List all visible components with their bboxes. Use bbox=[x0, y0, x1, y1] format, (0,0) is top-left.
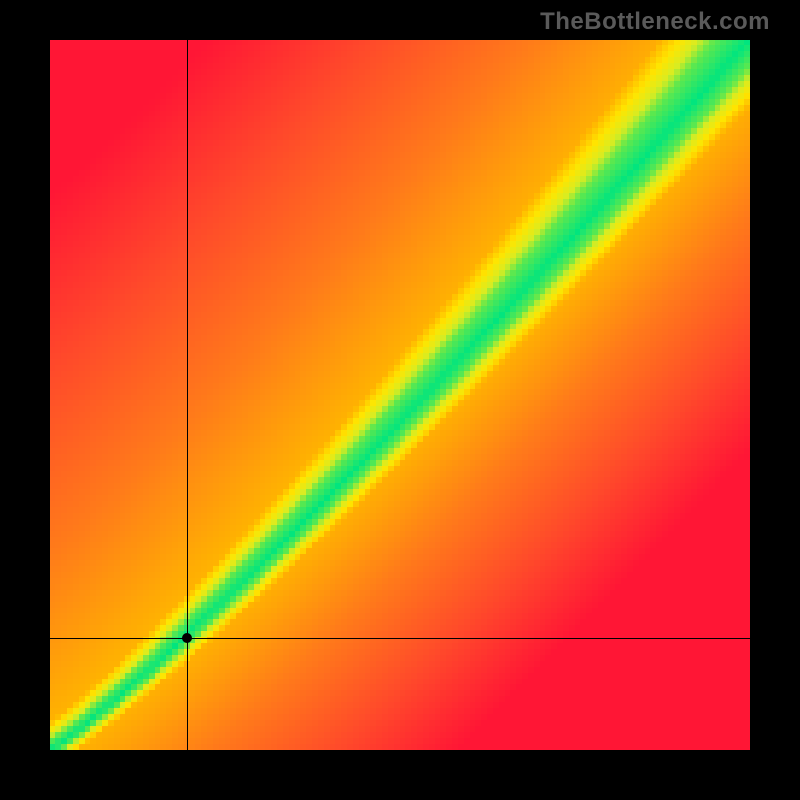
crosshair-marker-dot bbox=[182, 633, 192, 643]
plot-area bbox=[50, 40, 750, 750]
crosshair-vertical bbox=[187, 40, 188, 750]
crosshair-horizontal bbox=[50, 638, 750, 639]
watermark-text: TheBottleneck.com bbox=[540, 8, 770, 36]
bottleneck-heatmap bbox=[50, 40, 750, 750]
